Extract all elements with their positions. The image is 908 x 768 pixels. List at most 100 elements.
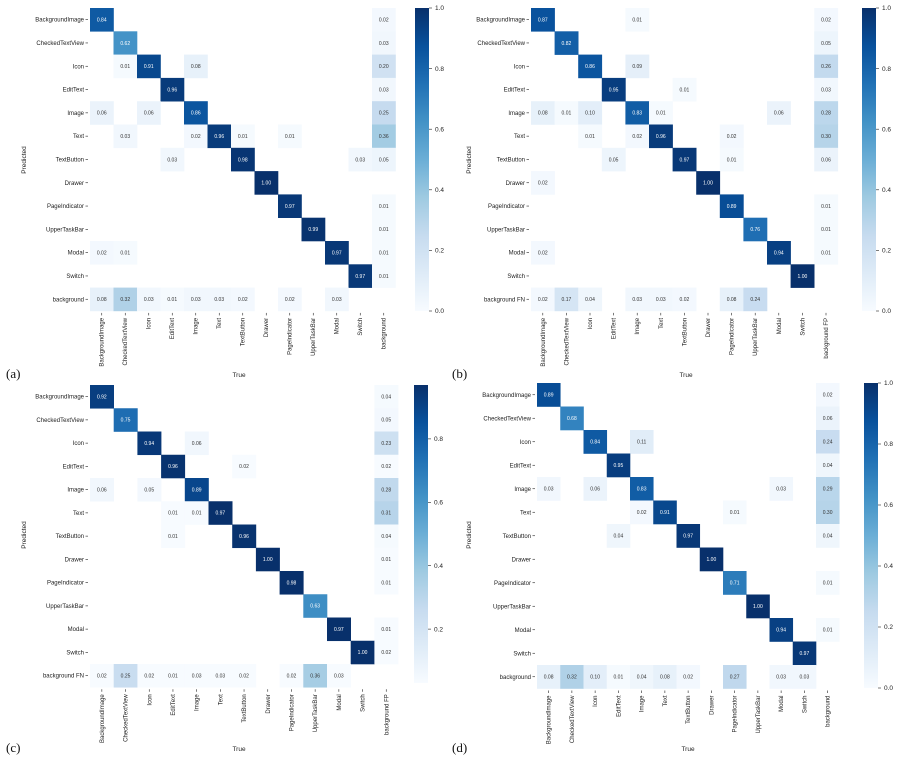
heatmap-cell — [816, 406, 840, 431]
y-tick-label: PageIndicator — [47, 204, 84, 210]
heatmap-cell — [578, 287, 603, 312]
cell-value-label: 0.01 — [656, 111, 666, 117]
x-tick-label: background FP — [824, 318, 830, 359]
y-axis-title: Predicted — [21, 146, 28, 174]
cell-value-label: 0.01 — [614, 675, 624, 681]
heatmap-cell — [348, 264, 373, 288]
heatmap-cell — [816, 430, 840, 454]
cell-value-label: 0.03 — [379, 41, 389, 47]
x-axis-title: True — [232, 746, 246, 753]
x-tick-label: Switch — [800, 318, 806, 336]
heatmap-cell — [578, 124, 603, 149]
cell-value-label: 0.02 — [238, 297, 248, 303]
x-tick-label: Image — [195, 694, 201, 711]
heatmap-cell — [232, 664, 257, 688]
x-tick-label: BackgroundImage — [100, 317, 106, 366]
colorbar — [862, 8, 876, 311]
cell-value-label: 0.01 — [168, 511, 178, 517]
cell-value-label: 1.00 — [703, 181, 713, 187]
heatmap-cell — [90, 385, 114, 409]
y-axis-title: Predicted — [21, 521, 28, 549]
heatmap-cell — [113, 241, 138, 265]
panel-label: (c) — [6, 740, 20, 755]
heatmap-cell — [374, 385, 399, 409]
heatmap-panel-b: 0.87 0.01 0.020.82 0.050.86 0.09 0.260.95 0.01… — [452, 5, 891, 381]
cell-value-label: 0.02 — [287, 673, 297, 679]
cell-value-label: 0.03 — [167, 157, 177, 163]
cell-value-label: 0.01 — [192, 511, 202, 517]
cell-value-label: 0.96 — [656, 134, 666, 140]
colorbar-tick-label: 0.6 — [884, 502, 893, 509]
heatmap-cell — [160, 287, 185, 312]
x-tick-label: Text — [663, 695, 669, 706]
cell-value-label: 0.83 — [632, 111, 642, 117]
x-tick-label: EditText — [170, 318, 176, 340]
heatmap-cell — [649, 124, 673, 149]
heatmap-cell — [625, 287, 650, 312]
cell-value-label: 0.05 — [609, 157, 619, 163]
y-tick-label: CheckedTextView — [36, 41, 84, 47]
heatmap-cell — [372, 147, 396, 172]
heatmap-cell — [606, 524, 631, 548]
heatmap-cell — [672, 287, 697, 312]
heatmap-cell — [113, 408, 138, 432]
heatmap-cell — [625, 54, 650, 79]
heatmap-cell — [606, 453, 631, 478]
colorbar-tick-label: 1.0 — [884, 380, 893, 387]
heatmap-cell — [372, 8, 396, 32]
y-tick-label: Text — [514, 134, 525, 140]
heatmap-cell — [625, 8, 650, 32]
x-tick-label: Drawer — [706, 318, 712, 337]
cell-value-label: 0.04 — [614, 534, 624, 540]
colorbar-tick-label: 0.8 — [884, 441, 893, 448]
cell-value-label: 0.94 — [776, 628, 786, 634]
cell-value-label: 0.06 — [97, 487, 107, 493]
heatmap-cell — [208, 664, 233, 688]
heatmap-cell — [372, 264, 396, 288]
cell-value-label: 0.01 — [167, 297, 177, 303]
heatmap-cell — [699, 547, 724, 572]
cell-value-label: 0.03 — [192, 673, 202, 679]
cell-value-label: 0.84 — [97, 17, 107, 23]
heatmap-cell — [303, 594, 328, 618]
heatmap-panel-d: 0.89 0.02 0.68 0.06 0.84 0.11 0.24 0.95 0.04 0.03… — [452, 380, 893, 755]
heatmap-cell — [723, 571, 747, 595]
heatmap-cell — [814, 124, 839, 149]
cell-value-label: 0.06 — [192, 441, 202, 447]
colorbar-tick-label: 1.0 — [435, 5, 444, 12]
cell-value-label: 0.01 — [381, 557, 391, 563]
x-tick-label: Image — [640, 695, 646, 712]
x-tick-label: EditText — [616, 695, 622, 717]
y-tick-label: UpperTaskBar — [487, 227, 525, 233]
heatmap-cell — [184, 478, 209, 502]
heatmap-cell — [816, 618, 840, 642]
y-tick-label: Modal — [515, 628, 531, 634]
x-tick-label: PageIndicator — [288, 318, 294, 355]
x-tick-label: UpperTaskBar — [313, 694, 319, 732]
heatmap-cell — [625, 101, 650, 125]
cell-value-label: 0.26 — [821, 64, 831, 70]
heatmap-cell — [578, 54, 603, 79]
heatmap-cell — [672, 147, 697, 172]
heatmap-cell — [531, 101, 555, 125]
cell-value-label: 0.97 — [215, 511, 225, 517]
heatmap-cell — [531, 8, 555, 32]
x-tick-label: Image — [194, 317, 200, 334]
heatmap-cell — [231, 147, 255, 172]
heatmap-cell — [814, 194, 839, 218]
cell-value-label: 0.97 — [680, 157, 690, 163]
cell-value-label: 0.10 — [585, 111, 595, 117]
cell-value-label: 0.01 — [379, 204, 389, 210]
cell-value-label: 0.01 — [120, 64, 130, 70]
cell-value-label: 0.32 — [120, 297, 130, 303]
y-tick-label: background FN — [43, 674, 84, 680]
colorbar — [414, 385, 428, 683]
cell-value-label: 0.98 — [287, 580, 297, 586]
x-tick-label: Switch — [361, 694, 367, 712]
heatmap-cell — [601, 77, 626, 102]
cell-value-label: 1.00 — [798, 274, 808, 280]
cell-value-label: 0.05 — [144, 487, 154, 493]
cell-value-label: 0.01 — [381, 580, 391, 586]
x-tick-label: Drawer — [264, 318, 270, 337]
cell-value-label: 0.86 — [191, 111, 201, 117]
